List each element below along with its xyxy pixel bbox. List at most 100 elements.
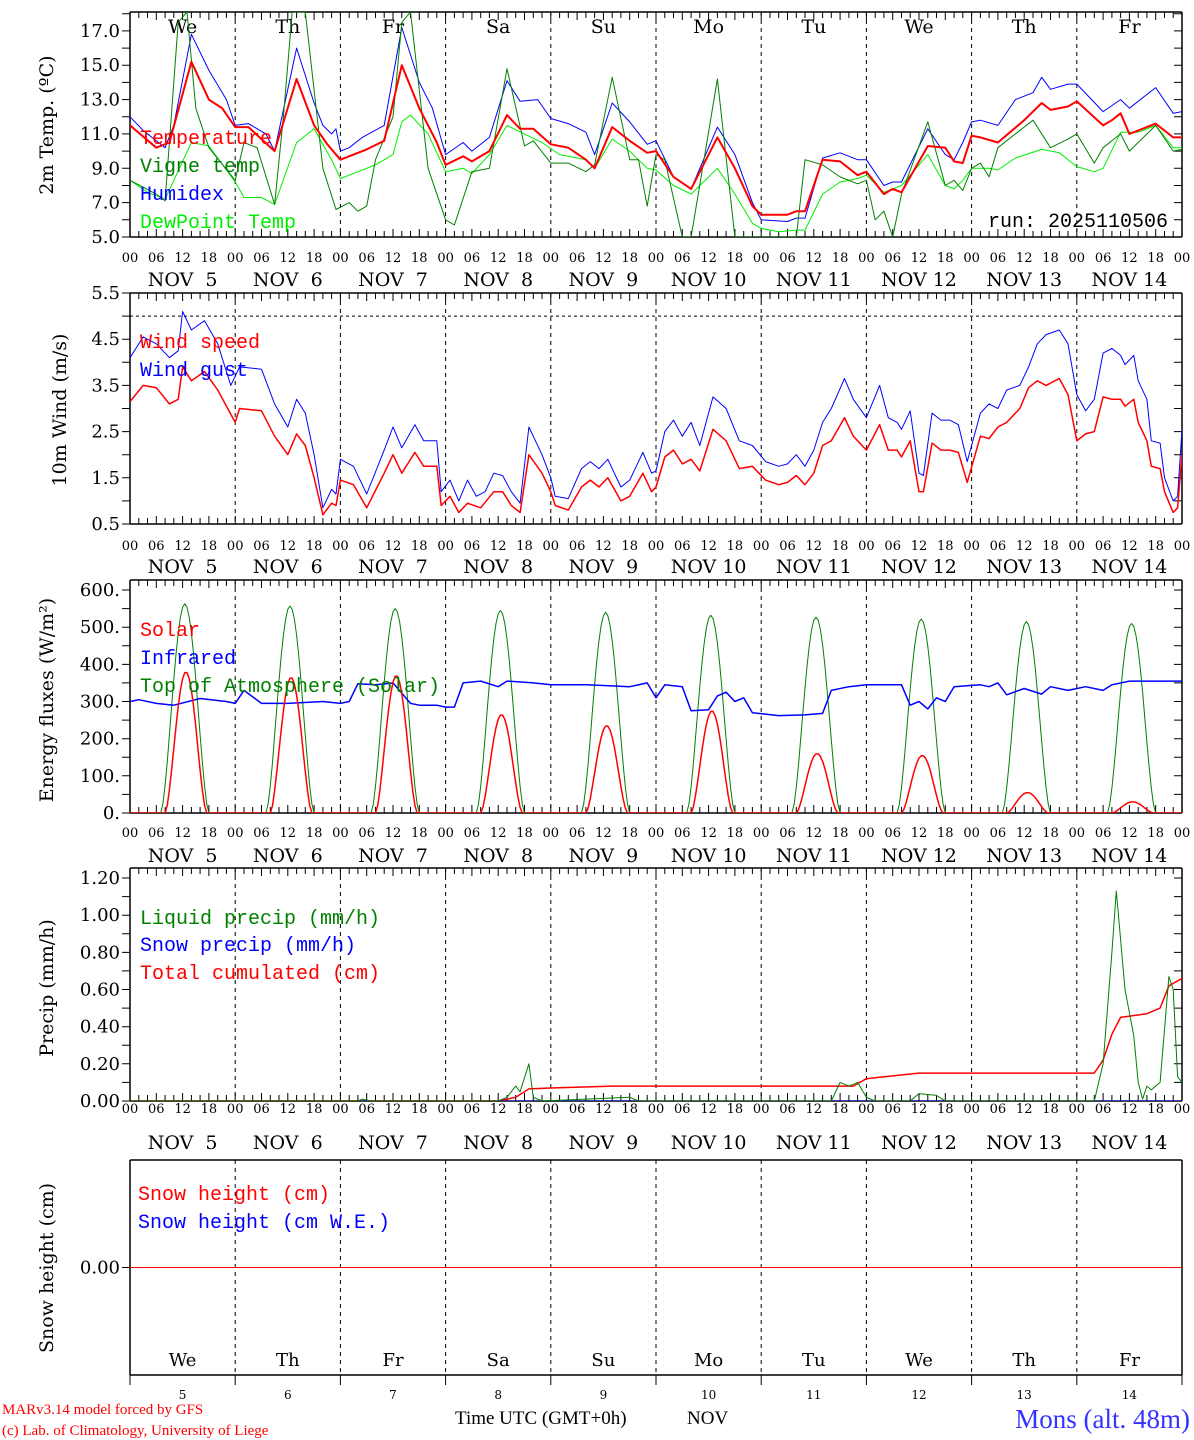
x-hour-label: 18 [516,539,533,554]
weekday-label: Tu [801,16,826,38]
x-date-label: NOV 14 [1091,269,1167,291]
y-tick-label: 5.0 [91,227,120,248]
x-date-label: NOV 10 [671,269,747,291]
x-hour-label: 12 [700,826,717,841]
x-hour-label: 06 [674,1102,691,1117]
x-hour-label: 18 [937,251,954,266]
x-hour-label: 00 [963,251,980,266]
y-tick-label: 0.80 [80,942,120,963]
x-date-label: NOV 6 [253,269,323,291]
x-hour-label: 00 [648,1102,665,1117]
x-date-label: NOV 8 [463,1132,533,1154]
x-date-label: NOV 11 [776,1132,852,1154]
x-hour-label: 06 [990,1102,1007,1117]
y-ticks [122,292,1182,525]
x-hour-label: 18 [516,1102,533,1117]
y-tick-label: 300. [80,692,120,713]
y-tick-label: 15.0 [80,55,120,76]
x-hour-label: 12 [1016,1102,1033,1117]
x-date-label: NOV 12 [881,269,957,291]
series-line-top-of-atmosphere-solar [130,603,1182,813]
x-hour-label: 12 [911,826,928,841]
x-hour-label: 00 [858,1102,875,1117]
x-hour-label: 00 [648,251,665,266]
x-day-ticks [129,1375,1183,1385]
weekday-label: Th [276,1350,300,1371]
x-hour-label: 00 [648,539,665,554]
x-date-label: NOV 9 [569,1132,639,1154]
panel-energy: 0. 100. 200. 300. 400. 500. 600. 00 06 12 18 NOV 5 0… [36,579,1191,867]
weekday-label: Sa [486,16,510,38]
x-hour-label: 12 [911,1102,928,1117]
x-date-label: NOV 6 [253,1132,323,1154]
x-hour-label: 00 [753,826,770,841]
x-hour-label: 06 [779,826,796,841]
x-hour-label: 00 [1174,251,1191,266]
y-tick-label: 200. [80,729,120,750]
x-hour-label: 18 [411,826,428,841]
x-hour-label: 06 [464,251,481,266]
day-number-label: 14 [1122,1388,1138,1402]
x-date-label: NOV 11 [776,269,852,291]
series-line-dewpoint-temp [130,114,1182,233]
x-date-label: NOV 11 [776,556,852,578]
series-line-humidex [130,27,1182,222]
x-hour-label: 00 [122,251,139,266]
x-hour-label: 12 [1016,251,1033,266]
x-date-label: NOV 13 [986,1132,1062,1154]
weekday-label: We [168,16,197,38]
legend-infrared: Infrared [140,648,236,671]
y-axis-title: Precip (mm/h) [36,919,58,1057]
legend-wind-gust: Wind gust [140,360,248,383]
x-hour-label: 18 [727,826,744,841]
weekday-label: Th [275,16,300,38]
x-hour-label: 00 [1174,826,1191,841]
x-hour-label: 12 [700,251,717,266]
x-hour-label: 12 [174,826,191,841]
x-date-label: NOV 12 [881,556,957,578]
x-hour-label: 06 [779,251,796,266]
x-hour-label: 18 [832,539,849,554]
x-hour-label: 12 [1121,826,1138,841]
y-tick-label: 1.20 [80,868,120,889]
x-hour-label: 18 [621,1102,638,1117]
weekday-label: Su [591,1350,615,1371]
x-hour-label: 12 [490,539,507,554]
x-minor-ticks [129,580,1183,813]
day-number-label: 8 [494,1388,502,1402]
x-hour-label: 18 [201,539,218,554]
x-hour-label: 12 [174,539,191,554]
legend-solar: Solar [140,620,200,643]
x-hour-label: 12 [595,826,612,841]
x-hour-label: 12 [700,539,717,554]
weekday-label: Tu [802,1350,826,1371]
x-hour-label: 00 [963,826,980,841]
x-hour-label: 18 [306,539,323,554]
x-hour-label: 18 [516,251,533,266]
x-hour-label: 00 [122,539,139,554]
x-hour-label: 00 [437,1102,454,1117]
day-number-label: 7 [389,1388,397,1402]
x-hour-label: 06 [253,539,270,554]
x-hour-label: 06 [464,1102,481,1117]
day-number-label: 5 [179,1388,187,1402]
x-hour-label: 18 [1147,1102,1164,1117]
x-date-label: NOV 7 [358,269,428,291]
y-tick-label: 7.0 [91,193,120,214]
x-date-label: NOV 13 [986,269,1062,291]
x-hour-label: 12 [280,251,297,266]
x-hour-label: 06 [674,826,691,841]
x-hour-label: 06 [1095,251,1112,266]
x-hour-label: 06 [1095,1102,1112,1117]
x-axis-title: Time UTC (GMT+0h) [455,1408,627,1429]
x-hour-label: 12 [385,539,402,554]
copyright-credit: (c) Lab. of Climatology, University of L… [2,1423,269,1439]
legend-vigne-temp: Vigne temp [140,156,260,179]
weekday-label: We [169,1350,197,1371]
x-hour-label: 18 [937,826,954,841]
x-hour-label: 12 [490,1102,507,1117]
x-date-label: NOV 8 [463,556,533,578]
x-date-label: NOV 12 [881,845,957,867]
x-hour-label: 00 [648,826,665,841]
x-date-label: NOV 14 [1091,1132,1167,1154]
